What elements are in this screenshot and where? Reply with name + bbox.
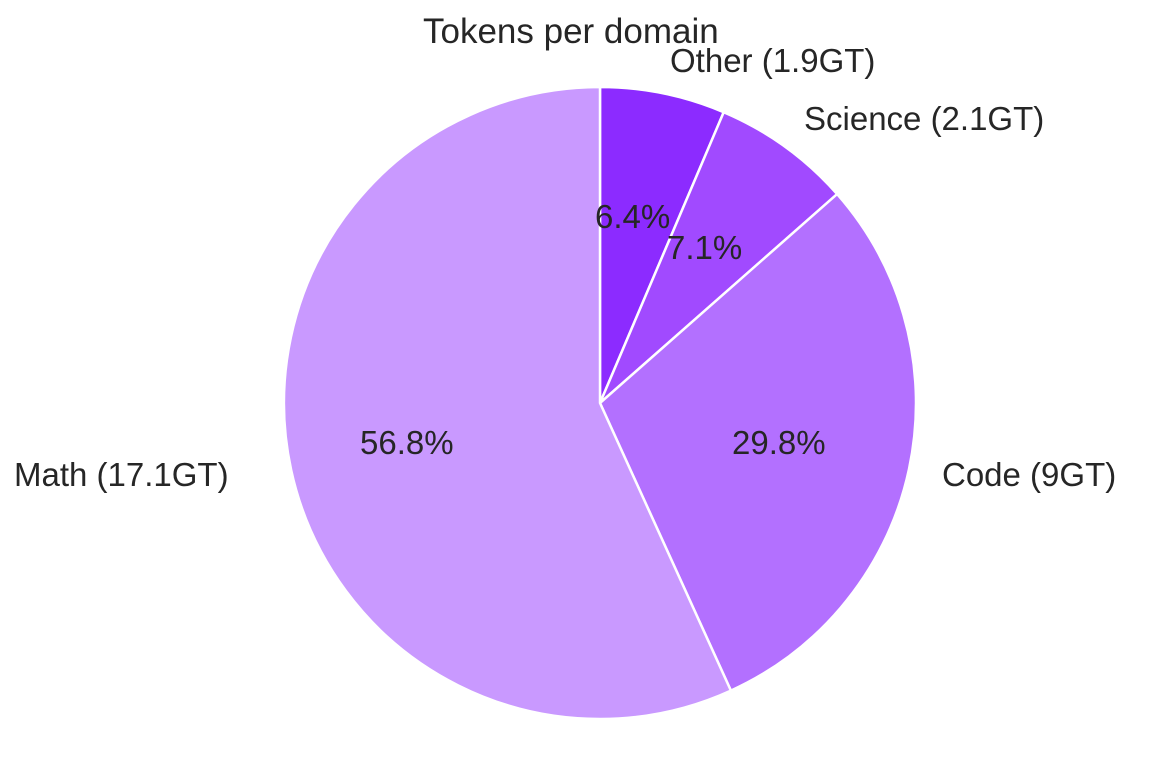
pct-science: 7.1% <box>667 229 743 266</box>
pct-other: 6.4% <box>595 198 671 235</box>
pct-math: 56.8% <box>360 424 454 461</box>
slice-other <box>598 85 726 404</box>
slice-science <box>598 110 839 404</box>
label-math: Math (17.1GT) <box>14 456 229 493</box>
label-other: Other (1.9GT) <box>670 42 876 79</box>
label-science: Science (2.1GT) <box>804 100 1045 137</box>
pct-code: 29.8% <box>732 424 826 461</box>
chart-title: Tokens per domain <box>423 12 719 51</box>
slice-code <box>598 192 918 693</box>
label-code: Code (9GT) <box>942 456 1117 493</box>
slice-math <box>282 85 733 721</box>
